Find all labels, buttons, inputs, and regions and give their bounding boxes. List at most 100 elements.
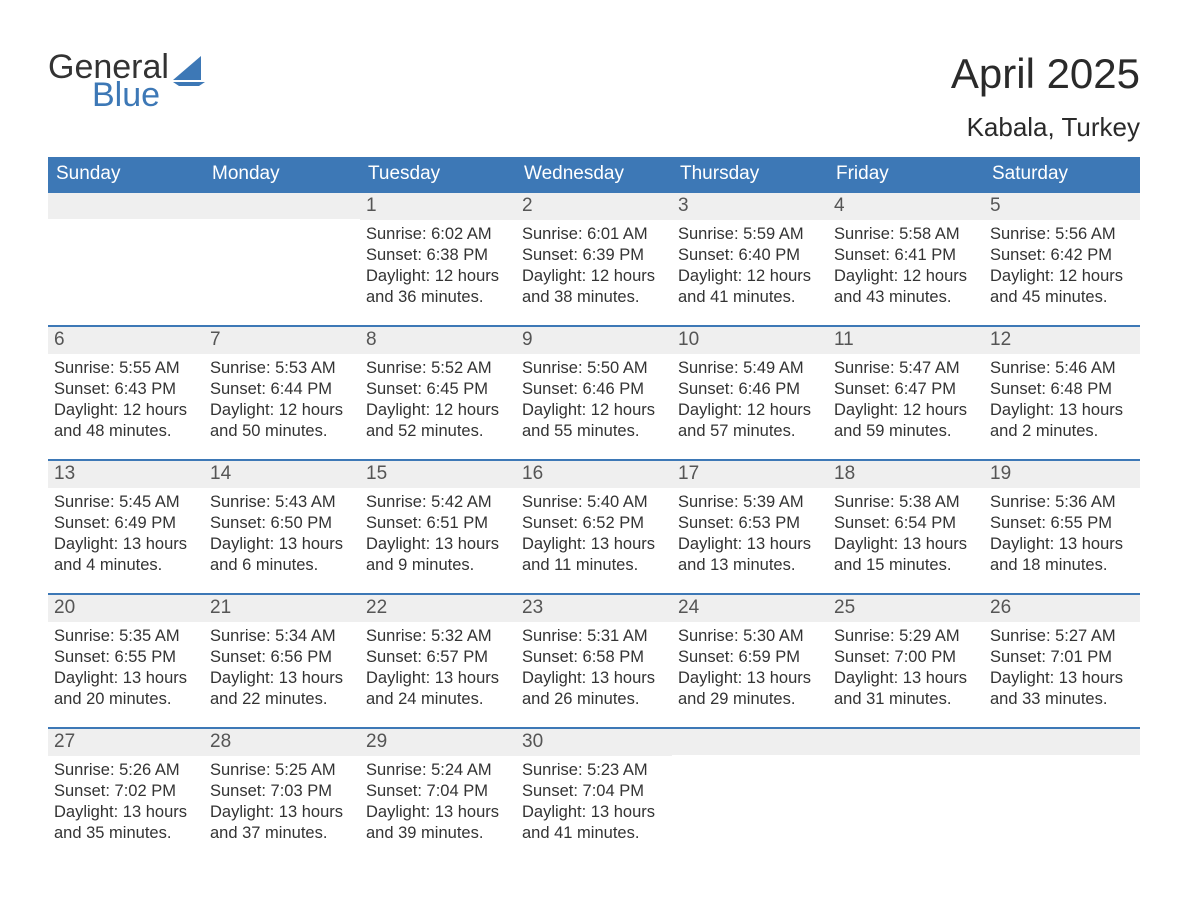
daylight-text: Daylight: 13 hours and 35 minutes. <box>54 802 198 844</box>
sunset-text: Sunset: 7:01 PM <box>990 647 1134 668</box>
day-body: Sunrise: 5:43 AMSunset: 6:50 PMDaylight:… <box>204 488 360 582</box>
day-cell: 13Sunrise: 5:45 AMSunset: 6:49 PMDayligh… <box>48 461 204 593</box>
day-body: Sunrise: 6:02 AMSunset: 6:38 PMDaylight:… <box>360 220 516 314</box>
sunset-text: Sunset: 6:39 PM <box>522 245 666 266</box>
day-number-row: 11 <box>828 327 984 354</box>
weekday-header: Saturday <box>984 157 1140 193</box>
day-number: 25 <box>834 597 855 618</box>
day-number-row: 2 <box>516 193 672 220</box>
day-number-row: 24 <box>672 595 828 622</box>
sunset-text: Sunset: 6:45 PM <box>366 379 510 400</box>
day-number: 3 <box>678 195 689 216</box>
daylight-text: Daylight: 13 hours and 9 minutes. <box>366 534 510 576</box>
sunset-text: Sunset: 6:56 PM <box>210 647 354 668</box>
day-cell: 4Sunrise: 5:58 AMSunset: 6:41 PMDaylight… <box>828 193 984 325</box>
day-body: Sunrise: 5:32 AMSunset: 6:57 PMDaylight:… <box>360 622 516 716</box>
day-number-row: 1 <box>360 193 516 220</box>
daylight-text: Daylight: 13 hours and 13 minutes. <box>678 534 822 576</box>
week-row: 20Sunrise: 5:35 AMSunset: 6:55 PMDayligh… <box>48 593 1140 727</box>
day-body: Sunrise: 5:34 AMSunset: 6:56 PMDaylight:… <box>204 622 360 716</box>
day-cell <box>48 193 204 325</box>
day-cell <box>984 729 1140 861</box>
day-body: Sunrise: 5:53 AMSunset: 6:44 PMDaylight:… <box>204 354 360 448</box>
day-cell: 15Sunrise: 5:42 AMSunset: 6:51 PMDayligh… <box>360 461 516 593</box>
day-number: 10 <box>678 329 699 350</box>
day-number-row: 15 <box>360 461 516 488</box>
day-number-row: 9 <box>516 327 672 354</box>
day-number-row: 4 <box>828 193 984 220</box>
sunset-text: Sunset: 6:47 PM <box>834 379 978 400</box>
daylight-text: Daylight: 12 hours and 38 minutes. <box>522 266 666 308</box>
header-area: General Blue April 2025 Kabala, Turkey <box>48 50 1140 143</box>
day-cell: 14Sunrise: 5:43 AMSunset: 6:50 PMDayligh… <box>204 461 360 593</box>
day-body: Sunrise: 5:47 AMSunset: 6:47 PMDaylight:… <box>828 354 984 448</box>
day-number: 5 <box>990 195 1001 216</box>
day-number: 26 <box>990 597 1011 618</box>
daylight-text: Daylight: 13 hours and 26 minutes. <box>522 668 666 710</box>
sunset-text: Sunset: 6:57 PM <box>366 647 510 668</box>
daylight-text: Daylight: 13 hours and 22 minutes. <box>210 668 354 710</box>
day-number-row: 21 <box>204 595 360 622</box>
calendar-grid: Sunday Monday Tuesday Wednesday Thursday… <box>48 157 1140 861</box>
sunset-text: Sunset: 6:54 PM <box>834 513 978 534</box>
day-number: 30 <box>522 731 543 752</box>
day-number-row: 17 <box>672 461 828 488</box>
day-number-row: 23 <box>516 595 672 622</box>
day-cell: 3 Sunrise: 5:59 AMSunset: 6:40 PMDaylight… <box>672 193 828 325</box>
day-number: 28 <box>210 731 231 752</box>
day-number: 9 <box>522 329 533 350</box>
week-row: 27Sunrise: 5:26 AMSunset: 7:02 PMDayligh… <box>48 727 1140 861</box>
day-number: 2 <box>522 195 533 216</box>
day-number-row: 19 <box>984 461 1140 488</box>
daylight-text: Daylight: 13 hours and 20 minutes. <box>54 668 198 710</box>
day-body: Sunrise: 5:59 AMSunset: 6:40 PMDaylight:… <box>672 220 828 314</box>
day-number: 21 <box>210 597 231 618</box>
sunset-text: Sunset: 6:48 PM <box>990 379 1134 400</box>
day-body: Sunrise: 5:45 AMSunset: 6:49 PMDaylight:… <box>48 488 204 582</box>
day-body: Sunrise: 5:58 AMSunset: 6:41 PMDaylight:… <box>828 220 984 314</box>
day-body: Sunrise: 5:50 AMSunset: 6:46 PMDaylight:… <box>516 354 672 448</box>
day-cell: 5Sunrise: 5:56 AMSunset: 6:42 PMDaylight… <box>984 193 1140 325</box>
weeks-container: 1Sunrise: 6:02 AMSunset: 6:38 PMDaylight… <box>48 193 1140 861</box>
sunset-text: Sunset: 7:00 PM <box>834 647 978 668</box>
sunrise-text: Sunrise: 5:27 AM <box>990 626 1134 647</box>
sunset-text: Sunset: 6:41 PM <box>834 245 978 266</box>
day-number-row: 27 <box>48 729 204 756</box>
sunrise-text: Sunrise: 5:31 AM <box>522 626 666 647</box>
weekday-header: Wednesday <box>516 157 672 193</box>
day-number-row: 8 <box>360 327 516 354</box>
weekday-header: Thursday <box>672 157 828 193</box>
sunset-text: Sunset: 6:42 PM <box>990 245 1134 266</box>
weekday-header: Tuesday <box>360 157 516 193</box>
sunrise-text: Sunrise: 5:59 AM <box>678 224 822 245</box>
day-number-row <box>204 193 360 219</box>
week-row: 6Sunrise: 5:55 AMSunset: 6:43 PMDaylight… <box>48 325 1140 459</box>
weekday-header: Friday <box>828 157 984 193</box>
page-title: April 2025 <box>951 50 1140 98</box>
sunrise-text: Sunrise: 5:25 AM <box>210 760 354 781</box>
sunset-text: Sunset: 6:53 PM <box>678 513 822 534</box>
day-cell: 22Sunrise: 5:32 AMSunset: 6:57 PMDayligh… <box>360 595 516 727</box>
sunset-text: Sunset: 6:49 PM <box>54 513 198 534</box>
daylight-text: Daylight: 12 hours and 57 minutes. <box>678 400 822 442</box>
sunrise-text: Sunrise: 5:56 AM <box>990 224 1134 245</box>
day-number-row <box>48 193 204 219</box>
logo-text-block: General Blue <box>48 50 169 112</box>
day-body: Sunrise: 5:24 AMSunset: 7:04 PMDaylight:… <box>360 756 516 850</box>
sunset-text: Sunset: 6:58 PM <box>522 647 666 668</box>
day-body: Sunrise: 5:23 AMSunset: 7:04 PMDaylight:… <box>516 756 672 850</box>
day-cell: 28Sunrise: 5:25 AMSunset: 7:03 PMDayligh… <box>204 729 360 861</box>
sunrise-text: Sunrise: 5:39 AM <box>678 492 822 513</box>
sunset-text: Sunset: 6:55 PM <box>54 647 198 668</box>
sunset-text: Sunset: 7:04 PM <box>366 781 510 802</box>
sunset-text: Sunset: 7:04 PM <box>522 781 666 802</box>
sunset-text: Sunset: 6:50 PM <box>210 513 354 534</box>
daylight-text: Daylight: 12 hours and 55 minutes. <box>522 400 666 442</box>
day-number-row: 12 <box>984 327 1140 354</box>
day-cell <box>828 729 984 861</box>
day-cell <box>204 193 360 325</box>
day-cell: 9 Sunrise: 5:50 AMSunset: 6:46 PMDaylight… <box>516 327 672 459</box>
day-body: Sunrise: 5:40 AMSunset: 6:52 PMDaylight:… <box>516 488 672 582</box>
day-body: Sunrise: 5:49 AMSunset: 6:46 PMDaylight:… <box>672 354 828 448</box>
sunset-text: Sunset: 7:02 PM <box>54 781 198 802</box>
